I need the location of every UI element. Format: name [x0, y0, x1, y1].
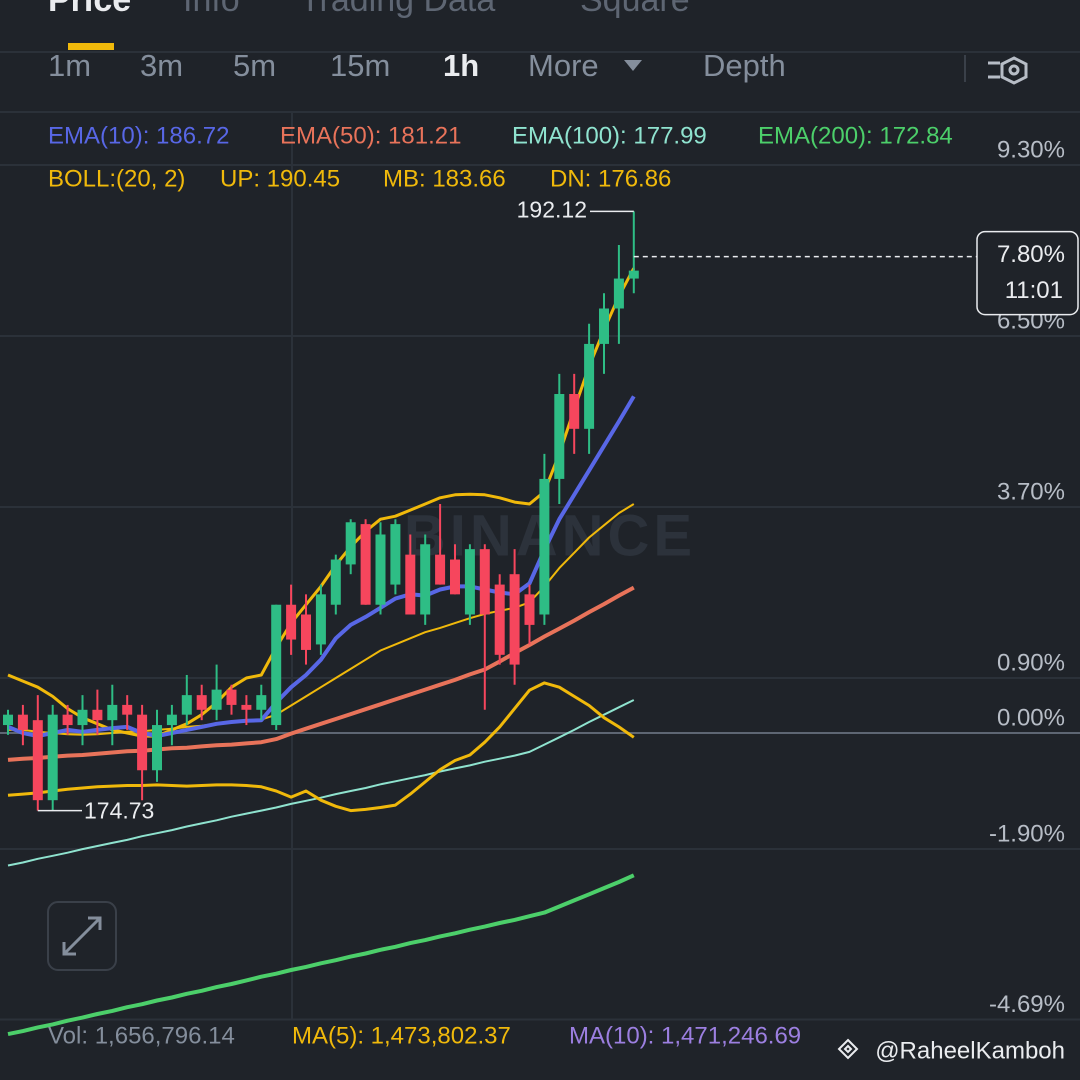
candle-body [420, 544, 431, 615]
candle-body [450, 559, 460, 595]
candle-body [77, 709, 88, 726]
ema-legend: EMA(50): 181.21 [280, 122, 461, 149]
candle-body [32, 720, 43, 801]
interval-button[interactable]: Depth [703, 48, 786, 83]
tab[interactable]: Trading Data [300, 0, 495, 19]
y-tick-label: 9.30% [997, 136, 1065, 163]
interval-button[interactable]: 3m [140, 48, 183, 83]
ema-legend: EMA(10): 186.72 [48, 122, 229, 149]
candle-body [584, 343, 595, 429]
boll-legend: MB: 183.66 [383, 165, 506, 192]
last-price-box [976, 230, 1079, 316]
candle-body [301, 614, 311, 650]
watermark-handle: @RaheelKamboh [875, 1037, 1065, 1064]
last-price-label: 7.80% [997, 241, 1065, 268]
indicator-line [7, 699, 635, 867]
candle-body [360, 524, 371, 605]
candle-body [479, 549, 490, 615]
candle-body [211, 689, 222, 710]
boll-legend: BOLL:(20, 2) [48, 165, 185, 192]
labels: Price Info Trading Data Square 1m 3m 5m 15m 1h Mo… [37, 0, 1079, 1049]
tab[interactable]: Info [183, 0, 240, 19]
candle-body [256, 695, 267, 710]
interval-button[interactable]: More [528, 48, 599, 83]
interval-button[interactable]: 5m [233, 48, 276, 83]
candle-body [271, 604, 282, 726]
expand-button[interactable] [47, 901, 117, 971]
candle-body [628, 270, 639, 279]
candle-body [375, 534, 386, 605]
indicator-line [7, 681, 635, 813]
candle-body [390, 524, 401, 585]
candle-body [509, 574, 520, 665]
candle-body [196, 695, 207, 710]
expand-arrows [62, 916, 102, 956]
boll-legend: DN: 176.86 [550, 165, 671, 192]
candle-body [3, 714, 13, 726]
y-tick-label: 0.90% [997, 649, 1065, 676]
volume-stat: MA(10): 1,471,246.69 [569, 1022, 801, 1049]
candle-body [92, 709, 103, 721]
volume-stat: Vol: 1,656,796.14 [48, 1022, 235, 1049]
active-tab-underline [68, 43, 114, 50]
candle-body [494, 584, 505, 655]
logo-icon [837, 1038, 859, 1060]
candle-body [226, 689, 237, 705]
interval-button[interactable]: 15m [330, 48, 390, 83]
candle-body [599, 308, 609, 344]
y-tick-label: 0.00% [997, 704, 1065, 731]
dropdown-arrow [624, 60, 642, 71]
ema-legend: EMA(100): 177.99 [512, 122, 707, 149]
candle-body [569, 394, 580, 429]
candle-body [166, 714, 177, 726]
candle-body [241, 704, 252, 710]
candle-body [152, 725, 162, 771]
indicator-line [7, 873, 635, 1037]
candle-body [435, 554, 446, 585]
candle-body [539, 478, 550, 615]
candle-body [613, 278, 624, 309]
low-label: 174.73 [84, 798, 154, 824]
tab[interactable]: Square [580, 0, 690, 19]
icon-dot [1008, 64, 1020, 76]
candle-body [524, 594, 535, 625]
candle-body [181, 695, 192, 715]
candle-body [107, 704, 118, 721]
indicator-line [7, 585, 635, 762]
icon-hex [1000, 56, 1028, 85]
y-tick-label: -1.90% [989, 820, 1065, 847]
candle-body [345, 522, 356, 565]
candle-body [330, 559, 341, 605]
candle-body [122, 704, 133, 715]
settings-icon[interactable] [988, 56, 1028, 85]
ema-legend: EMA(200): 172.84 [758, 122, 953, 149]
candle-body [554, 394, 565, 479]
countdown: 11:01 [1005, 277, 1063, 304]
interval-button[interactable]: 1h [443, 48, 479, 83]
candles [3, 211, 639, 811]
high-label: 192.12 [517, 196, 587, 222]
boll-legend: UP: 190.45 [220, 165, 340, 192]
candle-body [47, 714, 58, 801]
candle-body [17, 714, 28, 730]
tab[interactable]: Price [48, 0, 131, 19]
candle-body [315, 594, 326, 645]
candle-body [405, 554, 416, 615]
y-tick-label: -4.69% [989, 991, 1065, 1018]
expand-frame [47, 901, 117, 971]
candle-body [464, 549, 475, 615]
candle-body [286, 604, 297, 640]
candle-body [137, 714, 148, 771]
y-tick-label: 3.70% [997, 478, 1065, 505]
candle-body [62, 714, 73, 726]
interval-button[interactable]: 1m [48, 48, 91, 83]
volume-stat: MA(5): 1,473,802.37 [292, 1022, 511, 1049]
